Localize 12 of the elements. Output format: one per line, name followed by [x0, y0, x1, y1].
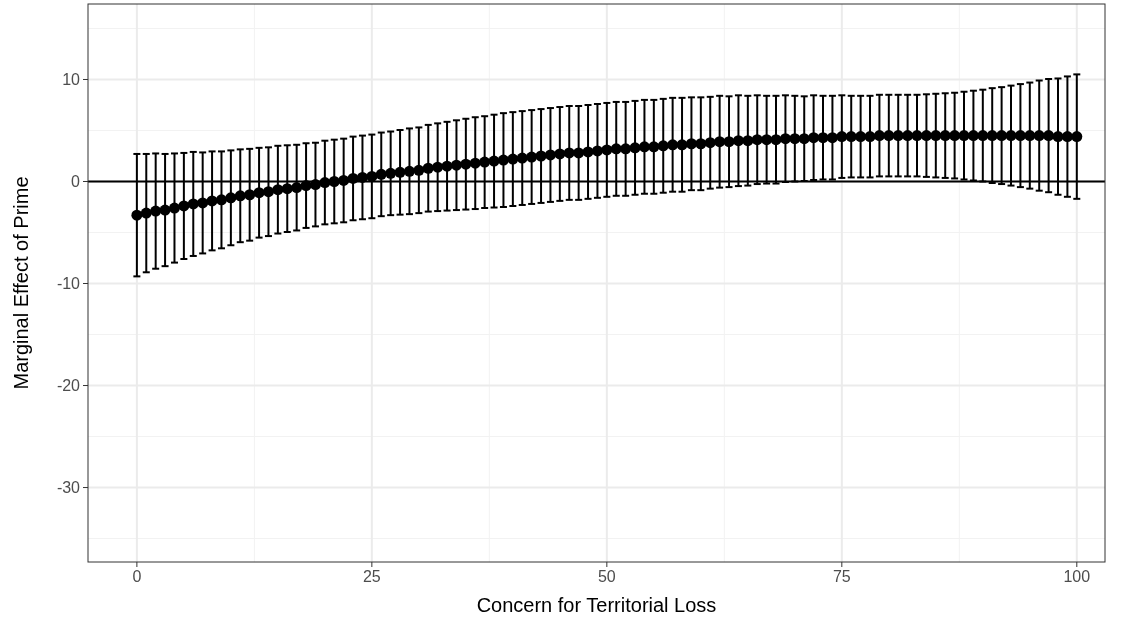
x-tick-label: 75: [832, 568, 851, 585]
x-tick-label: 0: [132, 568, 142, 585]
y-tick-label: -10: [56, 275, 81, 293]
x-axis-title: Concern for Territorial Loss: [476, 594, 717, 616]
x-tick-label: 50: [597, 568, 616, 585]
y-axis-title: Marginal Effect of Prime: [10, 176, 32, 390]
y-tick-label: -20: [56, 377, 81, 395]
y-tick-label: -30: [56, 479, 81, 497]
y-tick-label: 10: [62, 71, 81, 89]
x-tick-label: 100: [1063, 568, 1091, 585]
x-tick-label: 25: [362, 568, 381, 585]
y-tick-label: 0: [71, 173, 81, 191]
